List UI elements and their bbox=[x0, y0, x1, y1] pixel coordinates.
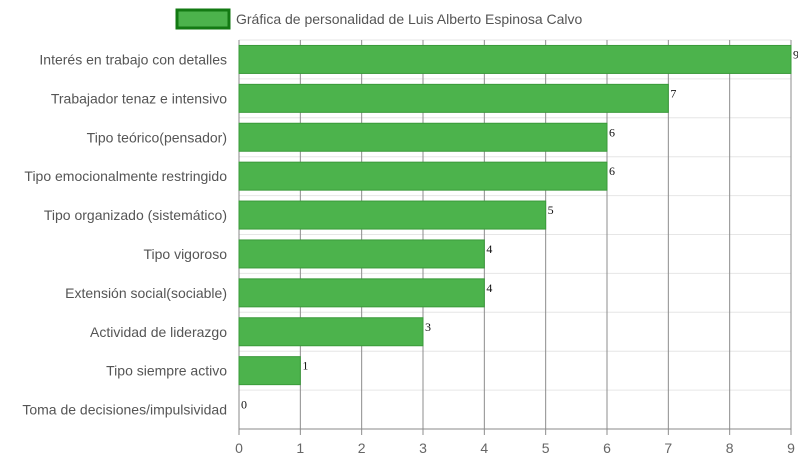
bar[interactable] bbox=[238, 278, 485, 308]
bar[interactable] bbox=[238, 122, 608, 152]
category-label: Tipo organizado (sistemático) bbox=[44, 207, 227, 223]
x-axis-ticks: 0 1 2 3 4 5 6 7 8 9 bbox=[235, 440, 795, 456]
category-label: Toma de decisiones/impulsividad bbox=[22, 402, 227, 418]
bar[interactable] bbox=[238, 44, 792, 74]
value-labels: 9 7 6 6 5 4 4 3 1 0 bbox=[241, 47, 798, 411]
bar[interactable] bbox=[238, 317, 424, 347]
value-label: 4 bbox=[486, 281, 492, 295]
category-label: Tipo vigoroso bbox=[143, 246, 227, 262]
value-label: 5 bbox=[548, 203, 554, 217]
value-label: 0 bbox=[241, 398, 247, 412]
value-label: 7 bbox=[670, 86, 676, 100]
bar[interactable] bbox=[238, 356, 301, 386]
bar[interactable] bbox=[238, 161, 608, 191]
value-label: 3 bbox=[425, 320, 431, 334]
category-label: Interés en trabajo con detalles bbox=[39, 51, 227, 67]
x-tick-label: 2 bbox=[358, 440, 366, 456]
category-labels: Interés en trabajo con detalles Trabajado… bbox=[22, 51, 227, 417]
category-label: Tipo siempre activo bbox=[106, 363, 227, 379]
bar[interactable] bbox=[238, 239, 485, 269]
value-label: 4 bbox=[486, 242, 492, 256]
bar[interactable] bbox=[238, 83, 669, 113]
value-label: 6 bbox=[609, 125, 615, 139]
x-tick-label: 8 bbox=[726, 440, 734, 456]
category-label: Tipo teórico(pensador) bbox=[87, 129, 227, 145]
category-label: Tipo emocionalmente restringido bbox=[24, 168, 227, 184]
bar[interactable] bbox=[238, 200, 547, 230]
legend-label[interactable]: Gráfica de personalidad de Luis Alberto … bbox=[236, 11, 583, 27]
x-tick-label: 7 bbox=[664, 440, 672, 456]
category-label: Actividad de liderazgo bbox=[90, 324, 227, 340]
value-label: 6 bbox=[609, 164, 615, 178]
category-label: Extensión social(sociable) bbox=[65, 285, 227, 301]
x-tick-label: 9 bbox=[787, 440, 795, 456]
bars bbox=[238, 44, 792, 386]
legend-swatch[interactable] bbox=[175, 8, 231, 30]
x-tick-label: 0 bbox=[235, 440, 243, 456]
legend[interactable]: Gráfica de personalidad de Luis Alberto … bbox=[175, 8, 583, 30]
value-label: 9 bbox=[793, 47, 798, 61]
category-label: Trabajador tenaz e intensivo bbox=[51, 90, 227, 106]
x-tick-label: 1 bbox=[296, 440, 304, 456]
value-label: 1 bbox=[302, 359, 308, 373]
x-tick-label: 4 bbox=[480, 440, 488, 456]
x-tick-label: 5 bbox=[542, 440, 550, 456]
x-tick-label: 6 bbox=[603, 440, 611, 456]
x-tick-label: 3 bbox=[419, 440, 427, 456]
